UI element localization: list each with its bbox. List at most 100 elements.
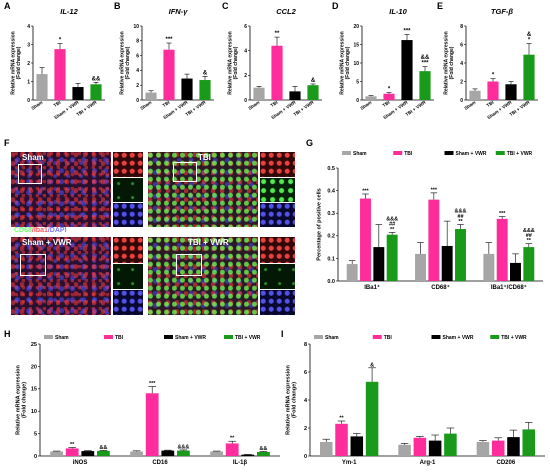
y-axis-label: Relative mRNA expression (Fold change): [285, 364, 297, 434]
significance-label: ***: [421, 61, 429, 67]
inset-box: [176, 254, 202, 276]
channel-blue: [260, 203, 295, 227]
panel-letter: B: [114, 1, 121, 11]
bar: [81, 451, 95, 456]
y-tick-label: 6: [304, 370, 307, 376]
bar: [161, 450, 175, 456]
inset-box: [173, 162, 197, 182]
y-axis-label-line: Percentage of positive cells: [316, 188, 322, 260]
bar: [210, 451, 223, 456]
panel-letter: F: [4, 138, 10, 148]
legend-label: TBI + VWR: [235, 335, 261, 341]
bar: [72, 87, 84, 100]
y-tick-label: 6: [136, 53, 139, 59]
chart-E: 0 2 4 6 8 Relative mRNA expression (Fold chang…: [443, 7, 538, 120]
channel-red: [260, 152, 295, 177]
bar: [130, 451, 143, 456]
significance-label: &&&: [523, 228, 535, 234]
x-tick-label-group: Sham: [247, 100, 260, 111]
y-tick-label: 5: [356, 79, 359, 85]
inset-box: [18, 164, 42, 184]
significance-label: ***: [403, 29, 411, 35]
chart-I: 0 2 4 6 8 Relative mRNA expression (Fold chang…: [285, 335, 545, 466]
y-tick-label: 2: [244, 73, 247, 79]
x-tick-label: CD16: [152, 460, 168, 466]
y-axis-label: Percentage of positive cells: [316, 188, 322, 260]
x-tick-label-group: TBI + VWR: [76, 99, 99, 117]
panel-letter: A: [4, 1, 11, 11]
chart-A: 0 1 2 3 4 Relative mRNA expression (Fold chang…: [10, 7, 105, 120]
x-tick-label: Sham: [247, 100, 260, 111]
bar: [307, 85, 319, 100]
significance-label: &&&: [455, 209, 467, 215]
y-axis-label-line: Relative mRNA expression: [227, 31, 233, 94]
x-tick-label: TBI: [162, 100, 171, 108]
y-axis-label-line: (Fold change): [233, 46, 239, 79]
label-tbi: TBI: [198, 153, 211, 162]
bar: [401, 40, 413, 100]
y-tick-label: 0: [27, 98, 30, 104]
channel-blue: [260, 290, 295, 315]
bar: [469, 90, 481, 100]
x-tick-label: IBa1⁺/CD68⁺: [491, 284, 527, 291]
x-tick-label: TBI: [53, 100, 62, 108]
bar: [373, 247, 385, 281]
bar: [36, 74, 48, 100]
x-tick-label-group: Sham: [30, 100, 43, 111]
bar: [145, 393, 159, 456]
x-tick-label: CD68⁺: [431, 284, 450, 291]
y-axis-label: Relative mRNA expression (Fold change): [227, 31, 239, 94]
y-tick-label: 8: [460, 24, 463, 30]
y-tick-label: 0: [356, 98, 359, 104]
legend-swatch: [224, 335, 233, 339]
bar: [97, 450, 110, 456]
legend-swatch: [495, 151, 505, 155]
chart-G: 0.0 0.1 0.2 0.3 0.4 0.5 Percentage of positive…: [316, 151, 543, 291]
legend-label: TBI: [404, 151, 413, 157]
bar: [90, 84, 102, 100]
x-tick-label-group: TBI: [270, 100, 279, 108]
y-tick-label: 20: [353, 24, 359, 30]
significance-label: &&: [92, 76, 101, 82]
x-tick-label: Sham: [139, 100, 152, 111]
y-tick-label: 25: [31, 342, 37, 348]
label-iba1: /Iba1: [31, 227, 48, 234]
y-tick-label: 0.3: [327, 211, 335, 217]
bar: [507, 437, 520, 456]
label-tbi-vwr: TBI + VWR: [188, 238, 229, 247]
significance-label: *: [492, 73, 495, 79]
panel-letter: H: [4, 329, 11, 339]
legend-label: Sham + VWR: [175, 335, 206, 341]
x-tick-label: IBa1⁺: [364, 284, 380, 291]
x-tick-label-group: TBI + VWR: [293, 99, 316, 117]
legend-label: TBI + VWR: [501, 335, 527, 341]
bar: [145, 92, 157, 100]
chart-title: TGF-β: [491, 7, 513, 16]
chart-C: 0 2 4 6 Relative mRNA expression (Fold change…: [227, 7, 322, 120]
x-tick-label: Sham: [463, 100, 476, 111]
y-axis-label-line: Relative mRNA expression: [443, 31, 449, 94]
significance-label: &&: [421, 55, 430, 61]
channel-blue: [113, 203, 143, 227]
significance-label: *: [388, 87, 391, 93]
y-tick-label: 3: [27, 42, 30, 48]
bar: [225, 443, 239, 456]
legend-label: Sham: [325, 335, 339, 341]
x-tick-label: TBI + VWR: [509, 99, 532, 117]
y-tick-label: 10: [31, 409, 37, 415]
y-tick-label: 2: [136, 83, 139, 89]
channel-green: [113, 264, 143, 289]
panel-letter: D: [332, 1, 339, 11]
legend-label: Sham + VWR: [456, 151, 487, 157]
significance-label: **: [390, 227, 395, 233]
channel-legend: CD68/Iba1/DAPI: [14, 219, 174, 237]
y-tick-label: 0.5: [327, 166, 335, 172]
x-tick-label-group: TBI: [53, 100, 62, 108]
bar: [360, 198, 371, 281]
y-tick-label: 4: [304, 398, 308, 404]
chart-title: CCL2: [276, 7, 296, 16]
significance-label: &: [527, 32, 532, 38]
y-axis-label: Relative mRNA expression (Fold change): [339, 31, 351, 94]
legend-label: TBI + VWR: [507, 151, 533, 157]
channel-green: [113, 178, 143, 202]
